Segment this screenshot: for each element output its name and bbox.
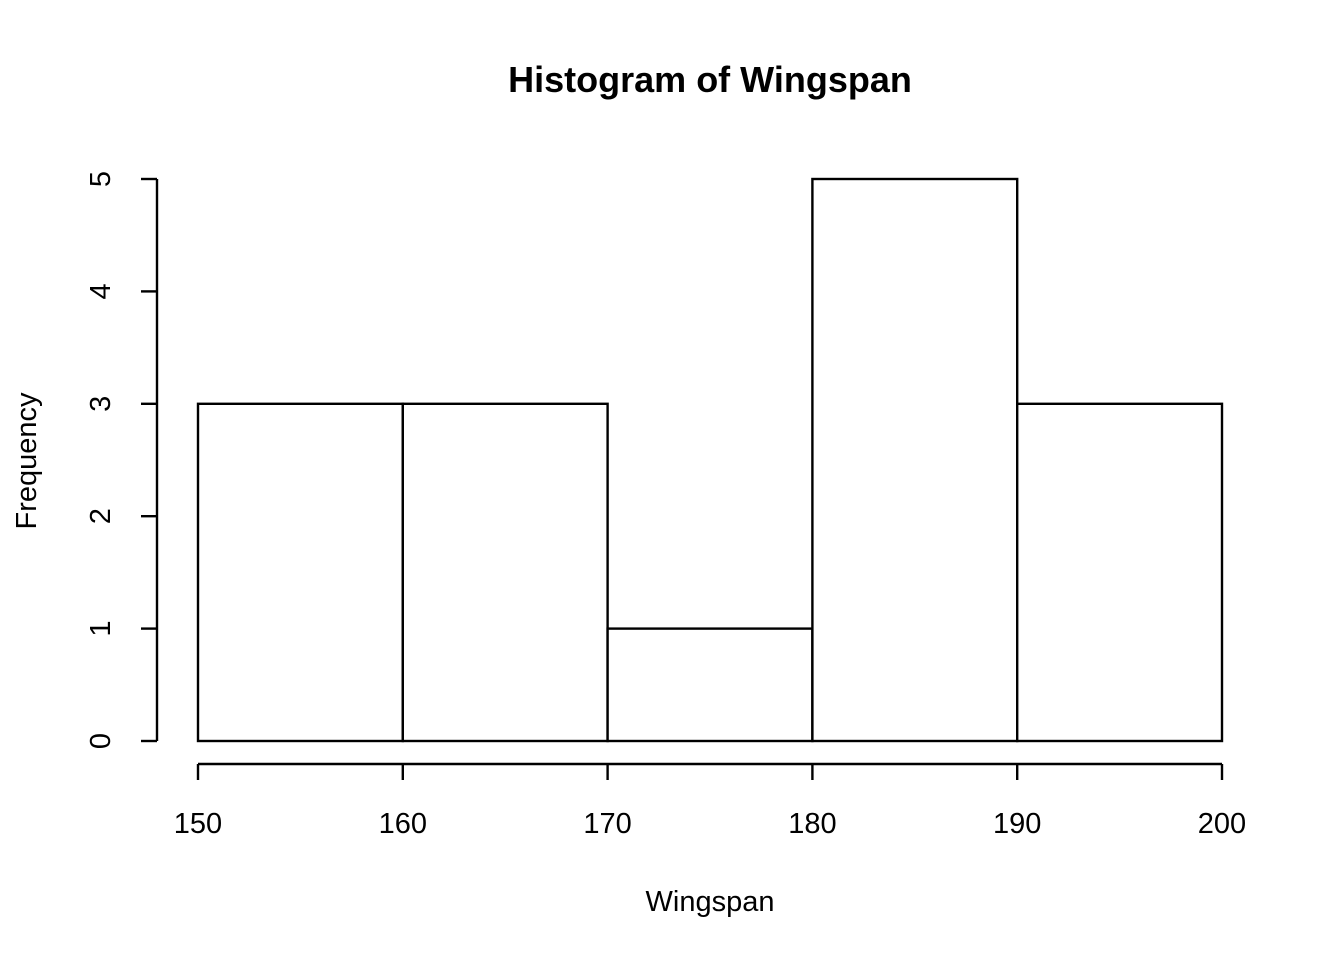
chart-title: Histogram of Wingspan <box>508 59 912 100</box>
x-tick-label: 200 <box>1198 808 1246 840</box>
histogram-bar <box>811 177 1019 743</box>
x-axis-label: Wingspan <box>646 886 775 918</box>
histogram-bar <box>1016 402 1224 743</box>
histogram-bar <box>606 627 814 743</box>
y-axis: 0 1 2 3 4 5 <box>85 171 159 749</box>
y-tick-label: 1 <box>85 621 117 637</box>
y-tick-label: 5 <box>85 171 117 187</box>
x-tick-label: 160 <box>379 808 427 840</box>
x-tick-label: 190 <box>993 808 1041 840</box>
y-axis-label: Frequency <box>11 392 43 530</box>
histogram-bar <box>196 402 405 743</box>
x-axis: 150 160 170 180 190 200 <box>174 762 1246 840</box>
bars-group <box>196 177 1224 743</box>
x-tick-label: 180 <box>788 808 836 840</box>
y-tick-label: 2 <box>85 508 117 524</box>
y-tick-label: 3 <box>85 396 117 412</box>
y-tick-label: 4 <box>85 283 117 299</box>
x-tick-label: 150 <box>174 808 222 840</box>
x-tick-label: 170 <box>583 808 631 840</box>
histogram-bar <box>401 402 609 743</box>
y-tick-label: 0 <box>85 733 117 749</box>
